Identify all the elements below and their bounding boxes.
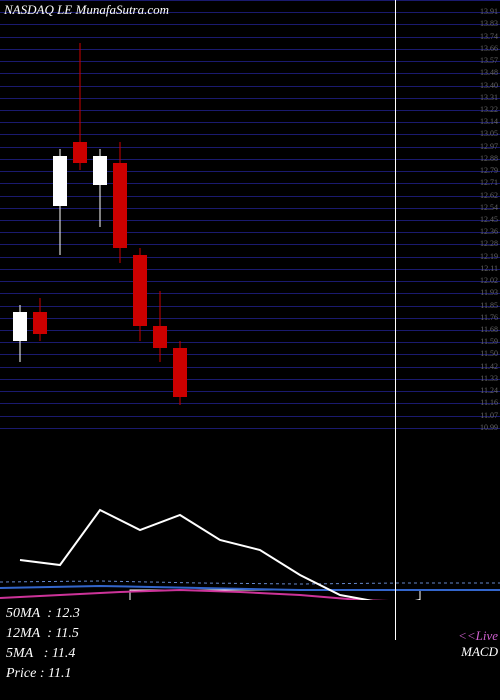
y-axis-tick-label: 12.28: [480, 240, 498, 248]
y-axis-tick-label: 12.45: [480, 216, 498, 224]
y-axis-tick-label: 13.83: [480, 20, 498, 28]
y-axis-tick-label: 11.07: [480, 412, 498, 420]
y-axis-tick-label: 12.79: [480, 167, 498, 175]
y-axis-tick-label: 11.68: [480, 326, 498, 334]
candle: [113, 0, 127, 440]
y-axis-labels: 13.91 13.83 13.74 13.66 13.57 13.48 13.40 13.31…: [458, 0, 498, 440]
cursor-vertical-line: [395, 0, 396, 640]
y-axis-tick-label: 13.74: [480, 33, 498, 41]
y-axis-tick-label: 12.71: [480, 179, 498, 187]
y-axis-tick-label: 11.93: [480, 289, 498, 297]
info-price: Price : 11.1: [6, 666, 71, 682]
y-axis-tick-label: 12.62: [480, 192, 498, 200]
y-axis-tick-label: 13.31: [480, 94, 498, 102]
price-panel: NASDAQ LE MunafaSutra.com 13.91 13.83 13.7…: [0, 0, 500, 440]
candle: [153, 0, 167, 440]
candle: [173, 0, 187, 440]
y-axis-tick-label: 11.42: [480, 363, 498, 371]
candle: [53, 0, 67, 440]
y-axis-tick-label: 11.85: [480, 302, 498, 310]
y-axis-tick-label: 12.11: [480, 265, 498, 273]
y-axis-tick-label: 12.36: [480, 228, 498, 236]
stock-chart: NASDAQ LE MunafaSutra.com 13.91 13.83 13.7…: [0, 0, 500, 700]
y-axis-tick-label: 12.19: [480, 253, 498, 261]
y-axis-tick-label: 11.76: [480, 314, 498, 322]
y-axis-tick-label: 12.97: [480, 143, 498, 151]
y-axis-tick-label: 13.57: [480, 57, 498, 65]
info-12ma: 12MA : 11.5: [6, 626, 79, 642]
y-axis-tick-label: 11.16: [480, 399, 498, 407]
y-axis-tick-label: 12.88: [480, 155, 498, 163]
chart-title: NASDAQ LE MunafaSutra.com: [4, 2, 169, 18]
info-panel: 50MA : 12.3 12MA : 11.5 5MA : 11.4 Price : …: [0, 600, 500, 700]
y-axis-tick-label: 11.33: [480, 375, 498, 383]
y-axis-tick-label: 12.02: [480, 277, 498, 285]
y-axis-tick-label: 10.99: [480, 424, 498, 432]
y-axis-tick-label: 13.48: [480, 69, 498, 77]
y-axis-tick-label: 11.24: [480, 387, 498, 395]
y-axis-tick-label: 13.40: [480, 82, 498, 90]
candle: [133, 0, 147, 440]
candle: [13, 0, 27, 440]
y-axis-tick-label: 13.22: [480, 106, 498, 114]
y-axis-tick-label: 13.66: [480, 45, 498, 53]
candle: [33, 0, 47, 440]
live-label: <<Live: [458, 628, 498, 644]
y-axis-tick-label: 13.14: [480, 118, 498, 126]
macd-label: MACD: [461, 644, 498, 660]
candle: [93, 0, 107, 440]
info-5ma: 5MA : 11.4: [6, 646, 75, 662]
candle: [73, 0, 87, 440]
info-50ma: 50MA : 12.3: [6, 606, 80, 622]
y-axis-tick-label: 12.54: [480, 204, 498, 212]
y-axis-tick-label: 11.59: [480, 338, 498, 346]
y-axis-tick-label: 11.50: [480, 350, 498, 358]
y-axis-tick-label: 13.91: [480, 8, 498, 16]
y-axis-tick-label: 13.05: [480, 130, 498, 138]
